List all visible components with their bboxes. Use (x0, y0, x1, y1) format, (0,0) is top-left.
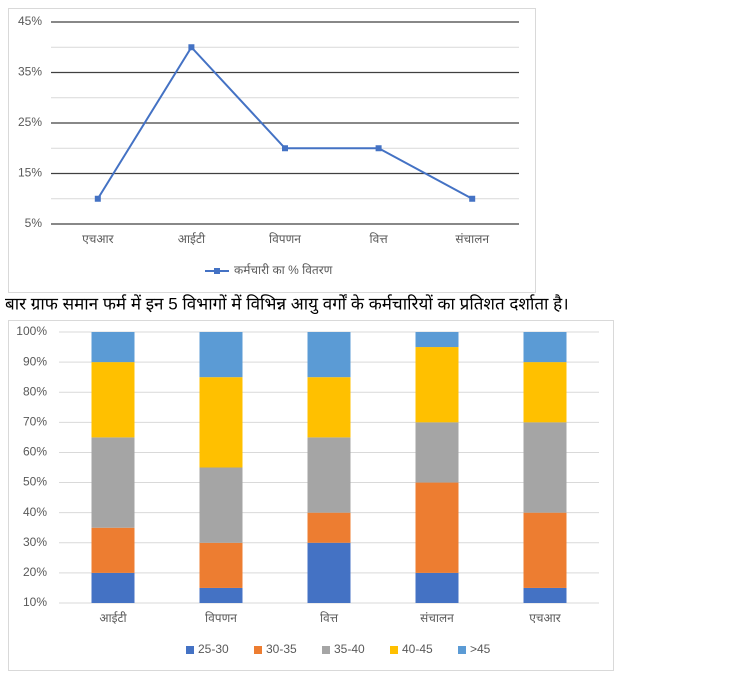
y-tick-label: 70% (23, 415, 47, 429)
y-tick-label: 10% (23, 595, 47, 609)
y-tick-label: 20% (23, 565, 47, 579)
marker (188, 44, 195, 51)
bar-segment (91, 527, 135, 573)
bar-segment (307, 542, 351, 603)
x-tick-label: आईटी (99, 611, 127, 625)
bar-segment (415, 332, 459, 348)
legend-swatch (390, 646, 398, 654)
marker (94, 195, 101, 202)
bar-segment (199, 332, 243, 378)
y-tick-label: 45% (18, 14, 42, 28)
y-tick-label: 25% (18, 115, 42, 129)
y-tick-label: 50% (23, 475, 47, 489)
legend-label: 30-35 (266, 642, 297, 656)
bar-segment (199, 542, 243, 588)
y-tick-label: 35% (18, 65, 42, 79)
marker (282, 145, 288, 152)
bar-segment (199, 467, 243, 543)
legend-marker (214, 268, 220, 274)
legend-swatch (458, 646, 466, 654)
y-tick-label: 5% (25, 216, 43, 230)
legend-swatch (186, 646, 194, 654)
x-tick-label: विपणन (205, 611, 237, 625)
bar-segment (415, 347, 459, 423)
x-tick-label: संचालन (455, 232, 489, 246)
bar-segment (91, 362, 135, 438)
bar-segment (199, 587, 243, 603)
y-tick-label: 30% (23, 535, 47, 549)
y-tick-label: 100% (16, 324, 47, 338)
legend-label: 25-30 (198, 642, 229, 656)
x-tick-label: विपणन (269, 232, 301, 246)
bar-segment (523, 587, 567, 603)
x-tick-label: संचालन (420, 611, 454, 625)
bar-segment (523, 422, 567, 513)
x-tick-label: वित्त (370, 232, 389, 246)
y-tick-label: 15% (18, 166, 42, 180)
bar-segment (307, 512, 351, 543)
x-tick-label: वित्त (320, 611, 339, 625)
bar-segment (415, 482, 459, 573)
bar-segment (91, 332, 135, 363)
marker (469, 195, 476, 202)
legend-label: कर्मचारी का % वितरण (234, 263, 333, 277)
bar-segment (307, 437, 351, 513)
y-tick-label: 40% (23, 505, 47, 519)
legend-swatch (254, 646, 262, 654)
chart-frame (8, 8, 536, 293)
legend-label: >45 (470, 642, 491, 656)
legend-label: 40-45 (402, 642, 433, 656)
bar-segment (91, 572, 135, 603)
bar-segment (415, 572, 459, 603)
legend-label: 35-40 (334, 642, 365, 656)
bar-segment (199, 377, 243, 468)
y-tick-label: 60% (23, 445, 47, 459)
bar-segment (307, 332, 351, 378)
bar-segment (523, 362, 567, 423)
caption: बार ग्राफ समान फर्म में इन 5 विभागों में… (5, 293, 569, 314)
bar-segment (91, 437, 135, 528)
y-tick-label: 80% (23, 384, 47, 398)
x-tick-label: एचआर (529, 611, 562, 625)
x-tick-label: आईटी (178, 232, 206, 246)
bar-segment (523, 512, 567, 588)
y-tick-label: 90% (23, 354, 47, 368)
bar-segment (415, 422, 459, 483)
bar-segment (523, 332, 567, 363)
x-tick-label: एचआर (82, 232, 115, 246)
marker (375, 145, 382, 152)
legend-swatch (322, 646, 330, 654)
bar-segment (307, 377, 351, 438)
